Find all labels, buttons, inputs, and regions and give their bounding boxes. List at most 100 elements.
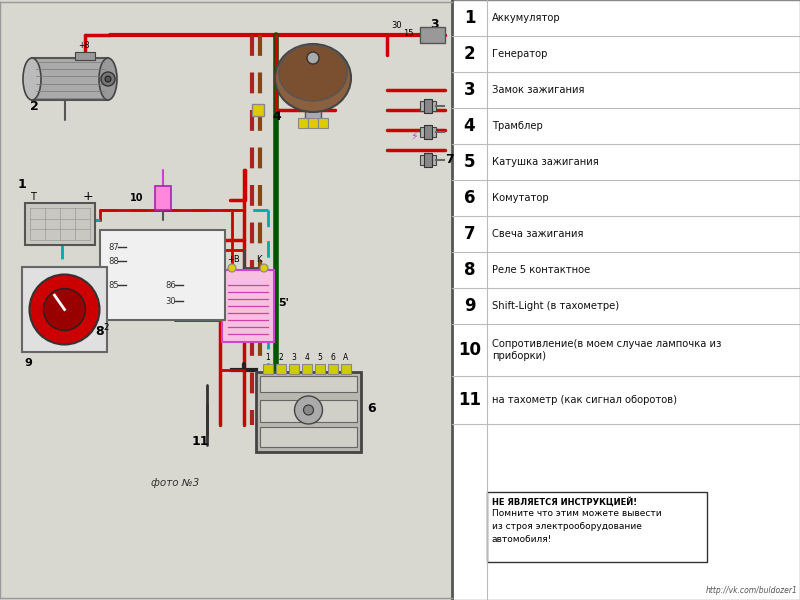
Text: 11: 11 xyxy=(192,435,210,448)
Text: 85: 85 xyxy=(108,281,118,290)
Bar xyxy=(260,400,357,422)
Bar xyxy=(420,155,436,165)
Text: Сопротивление(в моем случае лампочка из
приборки): Сопротивление(в моем случае лампочка из … xyxy=(492,339,722,361)
Text: 1: 1 xyxy=(18,178,26,191)
Text: 4: 4 xyxy=(305,353,310,362)
Text: 8$^2$: 8$^2$ xyxy=(95,322,110,339)
Text: 4: 4 xyxy=(272,110,281,123)
Text: T: T xyxy=(30,192,36,202)
Text: http://vk.com/buldozer1: http://vk.com/buldozer1 xyxy=(706,586,798,595)
Bar xyxy=(315,364,325,374)
Text: 8: 8 xyxy=(464,261,475,279)
FancyBboxPatch shape xyxy=(25,203,95,245)
Text: 4: 4 xyxy=(464,117,475,135)
Text: 3: 3 xyxy=(430,18,438,31)
Ellipse shape xyxy=(275,44,351,112)
Text: +B: +B xyxy=(227,255,240,264)
Bar xyxy=(424,99,432,113)
Text: 7: 7 xyxy=(464,225,475,243)
Text: 1: 1 xyxy=(266,353,270,362)
Bar xyxy=(260,427,357,447)
Text: 5: 5 xyxy=(318,353,322,362)
Text: 86: 86 xyxy=(165,281,176,290)
Bar xyxy=(0,0,452,600)
Bar xyxy=(328,364,338,374)
Text: 7: 7 xyxy=(445,153,454,166)
Bar xyxy=(289,364,299,374)
Circle shape xyxy=(30,275,99,344)
Circle shape xyxy=(294,396,322,424)
Bar xyxy=(420,127,436,137)
Bar xyxy=(420,27,445,43)
Text: K: K xyxy=(256,255,262,264)
Circle shape xyxy=(260,264,268,272)
Bar xyxy=(302,364,312,374)
Text: 10: 10 xyxy=(458,341,481,359)
Circle shape xyxy=(105,76,111,82)
Text: 6: 6 xyxy=(330,353,335,362)
Text: 10: 10 xyxy=(130,193,143,203)
Text: 2: 2 xyxy=(30,100,38,113)
Circle shape xyxy=(43,289,86,331)
Text: Комутатор: Комутатор xyxy=(492,193,549,203)
Text: Аккумулятор: Аккумулятор xyxy=(492,13,561,23)
Text: Реле 5 контактное: Реле 5 контактное xyxy=(492,265,590,275)
Circle shape xyxy=(307,52,319,64)
Bar xyxy=(341,364,351,374)
Bar xyxy=(100,230,225,320)
Text: ⚡: ⚡ xyxy=(410,132,418,142)
Circle shape xyxy=(228,264,236,272)
Text: 6: 6 xyxy=(464,189,475,207)
Text: 6: 6 xyxy=(367,402,376,415)
Text: 30: 30 xyxy=(165,297,176,306)
Text: Shift-Light (в тахометре): Shift-Light (в тахометре) xyxy=(492,301,619,311)
Bar xyxy=(252,104,264,116)
Text: A: A xyxy=(343,353,349,362)
Bar xyxy=(305,80,321,120)
Bar xyxy=(424,153,432,167)
Text: 30: 30 xyxy=(391,21,402,30)
Text: 2: 2 xyxy=(278,353,283,362)
Text: 3: 3 xyxy=(291,353,297,362)
Text: НЕ ЯВЛЯЕТСЯ ИНСТРУКЦИЕЙ!: НЕ ЯВЛЯЕТСЯ ИНСТРУКЦИЕЙ! xyxy=(492,497,637,507)
Text: 3: 3 xyxy=(464,81,475,99)
Text: Катушка зажигания: Катушка зажигания xyxy=(492,157,598,167)
Bar xyxy=(260,376,357,392)
Bar xyxy=(452,0,800,600)
Text: +: + xyxy=(83,190,94,203)
Bar xyxy=(424,125,432,139)
Bar xyxy=(155,186,171,210)
Ellipse shape xyxy=(23,58,41,100)
Bar xyxy=(256,372,361,452)
Circle shape xyxy=(303,405,314,415)
Text: Свеча зажигания: Свеча зажигания xyxy=(492,229,583,239)
Text: автомобиля!: автомобиля! xyxy=(492,535,552,544)
Text: 15: 15 xyxy=(403,29,414,38)
Bar xyxy=(32,58,108,100)
Text: на тахометр (как сигнал оборотов): на тахометр (как сигнал оборотов) xyxy=(492,395,677,405)
Text: 87: 87 xyxy=(108,243,118,252)
Text: 1: 1 xyxy=(464,9,475,27)
Text: 2: 2 xyxy=(464,45,475,63)
Bar xyxy=(22,267,107,352)
Bar xyxy=(222,270,274,342)
Text: из строя электрооборудование: из строя электрооборудование xyxy=(492,522,642,531)
Bar xyxy=(318,118,328,128)
Text: Генератор: Генератор xyxy=(492,49,547,59)
Text: 9: 9 xyxy=(464,297,475,315)
Ellipse shape xyxy=(279,45,347,101)
Ellipse shape xyxy=(99,58,117,100)
Text: фото №3: фото №3 xyxy=(151,478,199,488)
Circle shape xyxy=(101,72,115,86)
Text: Помните что этим можете вывести: Помните что этим можете вывести xyxy=(492,509,662,518)
Bar xyxy=(420,101,436,111)
Text: +B: +B xyxy=(78,41,90,50)
Bar xyxy=(308,118,318,128)
Bar xyxy=(75,52,95,60)
Text: 11: 11 xyxy=(458,391,481,409)
Text: Замок зажигания: Замок зажигания xyxy=(492,85,585,95)
Bar xyxy=(263,364,273,374)
Text: 5': 5' xyxy=(278,298,289,308)
Text: 88: 88 xyxy=(108,257,118,266)
Text: Трамблер: Трамблер xyxy=(492,121,542,131)
